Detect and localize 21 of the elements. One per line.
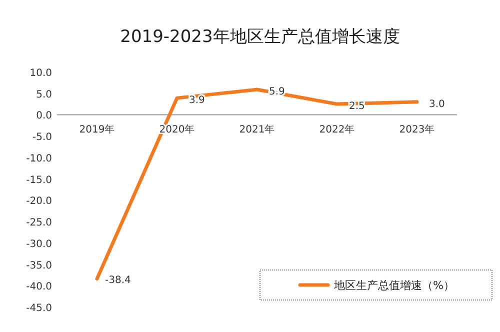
x-tick-label: 2021年	[239, 124, 275, 136]
y-tick-label: -45.0	[26, 303, 52, 314]
y-tick-label: 5.0	[36, 89, 52, 100]
x-tick-label: 2022年	[319, 124, 355, 136]
y-tick-label: -10.0	[26, 153, 52, 164]
data-label: 3.9	[189, 95, 205, 106]
y-tick-label: -25.0	[26, 218, 52, 229]
data-label: -38.4	[105, 274, 131, 286]
x-tick-label: 2019年	[79, 124, 115, 136]
y-tick-label: -15.0	[26, 174, 52, 186]
y-tick-label: -20.0	[26, 196, 52, 208]
x-tick-label: 2023年	[399, 124, 435, 136]
y-tick-label: -30.0	[26, 238, 52, 250]
chart-title: 2019-2023年地区生产总值增长速度	[120, 27, 400, 47]
legend-label: 地区生产总值增速（%）	[333, 279, 454, 292]
data-label: 3.0	[429, 98, 445, 110]
y-tick-label: -40.0	[26, 282, 52, 293]
y-tick-label: 0.0	[36, 110, 52, 122]
y-tick-label: -5.0	[32, 132, 52, 144]
y-tick-label: -35.0	[26, 260, 52, 272]
y-tick-label: 10.0	[30, 68, 52, 79]
